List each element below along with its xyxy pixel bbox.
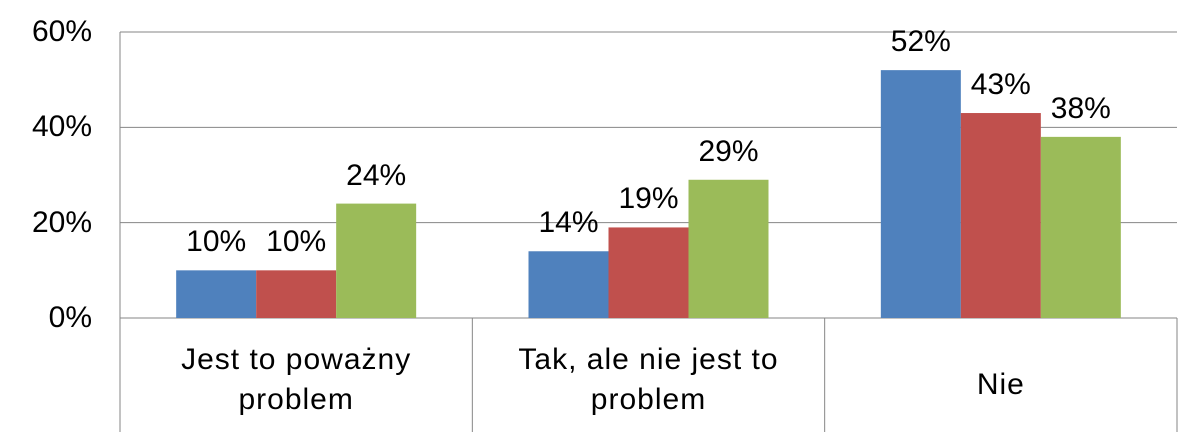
data-label: 14% — [538, 206, 599, 240]
bar — [1040, 136, 1121, 318]
data-label: 29% — [698, 134, 759, 168]
bar — [528, 251, 609, 318]
data-label: 10% — [266, 225, 327, 259]
y-tick-label: 60% — [31, 15, 92, 48]
data-label: 38% — [1050, 91, 1111, 125]
data-label: 19% — [618, 182, 679, 216]
data-label: 52% — [890, 25, 951, 59]
x-tick-label: Jest to poważny problem — [181, 343, 412, 416]
y-tick-label: 0% — [48, 301, 92, 334]
data-label: 24% — [346, 158, 407, 192]
x-tick-label: Nie — [976, 368, 1025, 401]
bar — [960, 113, 1041, 319]
bar — [688, 179, 769, 318]
data-label: 10% — [186, 225, 247, 259]
x-tick-label: Tak, ale nie jest to problem — [518, 343, 779, 416]
y-tick-label: 40% — [31, 110, 92, 144]
data-label: 43% — [970, 68, 1031, 102]
y-tick-label: 20% — [31, 205, 92, 239]
bar — [608, 227, 689, 318]
bar — [336, 203, 417, 318]
bar — [880, 70, 961, 318]
bar — [176, 270, 257, 318]
bar — [256, 270, 337, 318]
